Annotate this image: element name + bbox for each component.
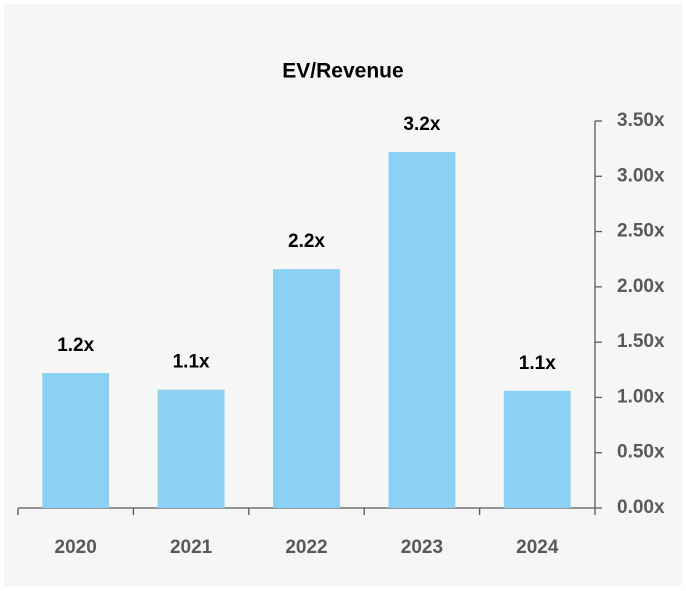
y-tick-label: 0.50x	[617, 442, 665, 463]
data-label: 3.2x	[403, 114, 440, 135]
x-tick-label: 2022	[285, 537, 327, 558]
bar	[388, 151, 456, 508]
data-label: 1.1x	[173, 352, 210, 373]
y-tick-label: 2.50x	[617, 221, 665, 242]
bar	[42, 373, 110, 508]
x-tick-label: 2023	[401, 537, 443, 558]
chart-title: EV/Revenue	[282, 60, 403, 83]
x-tick-label: 2024	[516, 537, 559, 558]
bar	[157, 389, 225, 508]
y-tick-label: 1.50x	[617, 331, 665, 352]
y-tick-label: 0.00x	[617, 497, 665, 518]
y-tick-label: 3.50x	[617, 110, 665, 131]
data-label: 1.1x	[519, 353, 556, 374]
bar	[273, 269, 340, 508]
y-tick-label: 1.00x	[617, 386, 665, 407]
data-label: 1.2x	[57, 335, 94, 356]
bar	[503, 390, 571, 508]
x-tick-label: 2021	[170, 537, 213, 558]
y-tick-label: 2.00x	[617, 276, 665, 297]
x-tick-label: 2020	[55, 537, 97, 558]
data-label: 2.2x	[288, 231, 325, 252]
y-tick-label: 3.00x	[617, 165, 665, 186]
